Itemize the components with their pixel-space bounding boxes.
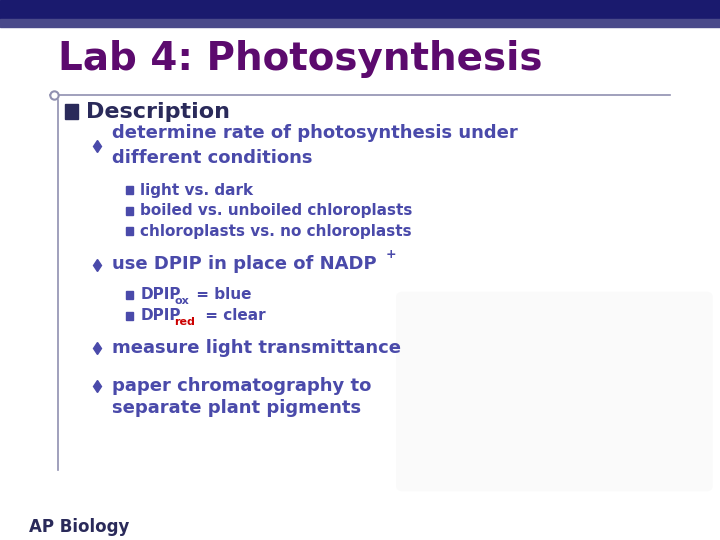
Text: chloroplasts vs. no chloroplasts: chloroplasts vs. no chloroplasts: [140, 224, 412, 239]
Bar: [126, 186, 133, 194]
Text: Description: Description: [86, 102, 230, 122]
Bar: [65, 104, 78, 119]
Text: = blue: = blue: [191, 287, 251, 302]
Text: measure light transmittance: measure light transmittance: [112, 339, 400, 357]
Text: light vs. dark: light vs. dark: [140, 183, 253, 198]
Text: use DPIP in place of NADP: use DPIP in place of NADP: [112, 254, 377, 273]
Bar: [126, 312, 133, 320]
Text: ox: ox: [174, 296, 189, 306]
Bar: [0, 0, 720, 19]
Bar: [126, 227, 133, 235]
Text: red: red: [174, 318, 195, 327]
Text: paper chromatography to: paper chromatography to: [112, 377, 371, 395]
Bar: [126, 291, 133, 299]
Text: determine rate of photosynthesis under
different conditions: determine rate of photosynthesis under d…: [112, 124, 518, 167]
Bar: [0, 19, 720, 27]
FancyBboxPatch shape: [396, 292, 713, 491]
Text: AP Biology: AP Biology: [29, 517, 129, 536]
Text: Lab 4: Photosynthesis: Lab 4: Photosynthesis: [58, 40, 542, 78]
Text: +: +: [385, 248, 396, 261]
Text: DPIP: DPIP: [140, 287, 181, 302]
Bar: [126, 207, 133, 215]
Text: = clear: = clear: [200, 308, 266, 323]
Text: DPIP: DPIP: [140, 308, 181, 323]
Text: separate plant pigments: separate plant pigments: [112, 399, 361, 417]
Text: boiled vs. unboiled chloroplasts: boiled vs. unboiled chloroplasts: [140, 203, 413, 218]
